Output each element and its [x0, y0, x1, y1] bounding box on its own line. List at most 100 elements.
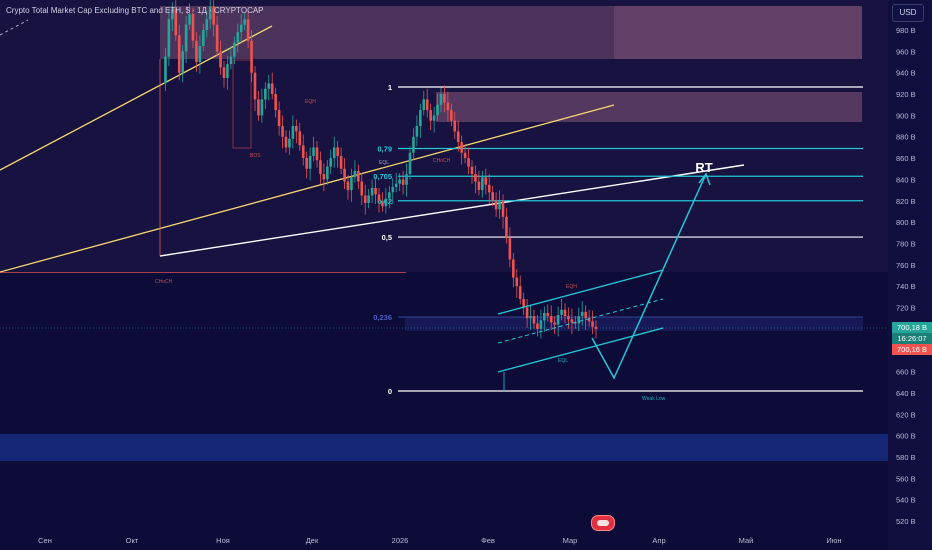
y-tick-label: 740 B — [896, 282, 916, 291]
fib-label: 0 — [388, 387, 392, 396]
x-tick-label: Апр — [652, 536, 665, 545]
candle-body — [339, 155, 343, 169]
candle-body — [295, 126, 298, 132]
candle-body — [229, 56, 233, 65]
x-tick-label: Мар — [563, 536, 578, 545]
supply-zone-upper — [160, 6, 614, 59]
candle-body — [291, 126, 295, 139]
candle-body — [477, 181, 481, 191]
candle-body — [202, 30, 205, 47]
candle-body — [570, 319, 574, 323]
candle-body — [591, 321, 594, 327]
candle-body — [518, 286, 522, 299]
candle-body — [177, 35, 181, 73]
candle-body — [281, 126, 284, 137]
candle-body — [501, 200, 505, 217]
candle-body — [284, 136, 288, 148]
y-tick-label: 600 B — [896, 432, 916, 441]
candle-body — [463, 152, 467, 159]
candle-body — [484, 177, 488, 185]
price-axis[interactable] — [888, 0, 932, 550]
demand-zone — [0, 434, 888, 461]
candle-body — [470, 166, 474, 175]
candle-body — [539, 320, 543, 329]
y-tick-label: 780 B — [896, 239, 916, 248]
currency-button[interactable]: USD — [892, 4, 924, 22]
candle-body — [408, 152, 412, 175]
candle-body — [250, 40, 253, 73]
candle-body — [415, 126, 419, 137]
candle-body — [388, 192, 391, 199]
annotation-label: EQH — [305, 99, 316, 105]
y-tick-label: 980 B — [896, 26, 916, 35]
candle-body — [239, 24, 243, 33]
range-zone — [0, 0, 888, 272]
x-tick-label: Окт — [126, 536, 139, 545]
y-tick-label: 820 B — [896, 197, 916, 206]
candle-body — [512, 259, 515, 278]
candle-body — [212, 6, 215, 25]
y-tick-label: 540 B — [896, 496, 916, 505]
y-tick-label: 900 B — [896, 111, 916, 120]
candle-body — [188, 13, 191, 25]
candle-body — [546, 312, 550, 317]
x-tick-label: Ноя — [216, 536, 230, 545]
fib-label: 0,5 — [382, 233, 392, 242]
candle-body — [474, 174, 477, 182]
candle-body — [422, 99, 426, 111]
x-tick-label: Сен — [38, 536, 52, 545]
candle-body — [336, 147, 339, 156]
dashed-trendline — [0, 19, 29, 36]
candle-body — [219, 51, 222, 68]
candle-body — [498, 200, 501, 210]
annotation-label: CHoCH — [155, 279, 173, 285]
candle-body — [429, 110, 432, 121]
candle-body — [367, 195, 370, 203]
candle-body — [363, 195, 367, 203]
prev-price-badge: 700,16 B — [892, 344, 932, 355]
annotation-label: CHoCH — [433, 158, 451, 164]
candle-body — [370, 187, 374, 196]
candle-body — [446, 102, 450, 111]
candle-body — [171, 8, 174, 20]
candle-body — [553, 322, 556, 325]
candle-body — [381, 200, 384, 207]
candle-body — [494, 200, 498, 210]
annotation-label: EQL — [558, 358, 568, 364]
candle-body — [563, 309, 567, 317]
supply-zone-upper-ext — [614, 6, 862, 59]
fib-label: 0,236 — [373, 313, 392, 322]
channel-mid — [497, 298, 664, 344]
countdown-badge: 16:26:07 — [892, 333, 932, 344]
y-tick-label: 660 B — [896, 368, 916, 377]
candle-body — [246, 19, 250, 41]
annotation-label: EQH — [566, 284, 577, 290]
chart-title: Crypto Total Market Cap Excluding BTC an… — [6, 6, 264, 15]
candle-body — [584, 311, 587, 319]
candle-body — [587, 318, 591, 322]
y-tick-label: 960 B — [896, 47, 916, 56]
candle-body — [487, 184, 491, 193]
x-tick-label: Фев — [481, 536, 495, 545]
candle-body — [174, 8, 178, 36]
yellow-trendline-upper — [0, 25, 273, 171]
candle-body — [343, 168, 346, 182]
candle-body — [357, 170, 360, 182]
candle-body — [270, 83, 274, 95]
candle-body — [377, 194, 381, 201]
x-tick-label: 2026 — [392, 536, 409, 545]
candle-body — [308, 155, 312, 169]
fib-label: 0,79 — [377, 144, 392, 153]
candle-body — [536, 323, 539, 329]
candle-body — [384, 198, 388, 207]
candle-body — [322, 174, 326, 180]
candle-body — [522, 298, 525, 308]
y-tick-label: 940 B — [896, 69, 916, 78]
candle-body — [208, 6, 212, 20]
candle-body — [439, 94, 443, 105]
candle-body — [222, 67, 226, 79]
candle-body — [243, 19, 246, 25]
candle-body — [326, 166, 329, 180]
candle-body — [432, 115, 436, 121]
